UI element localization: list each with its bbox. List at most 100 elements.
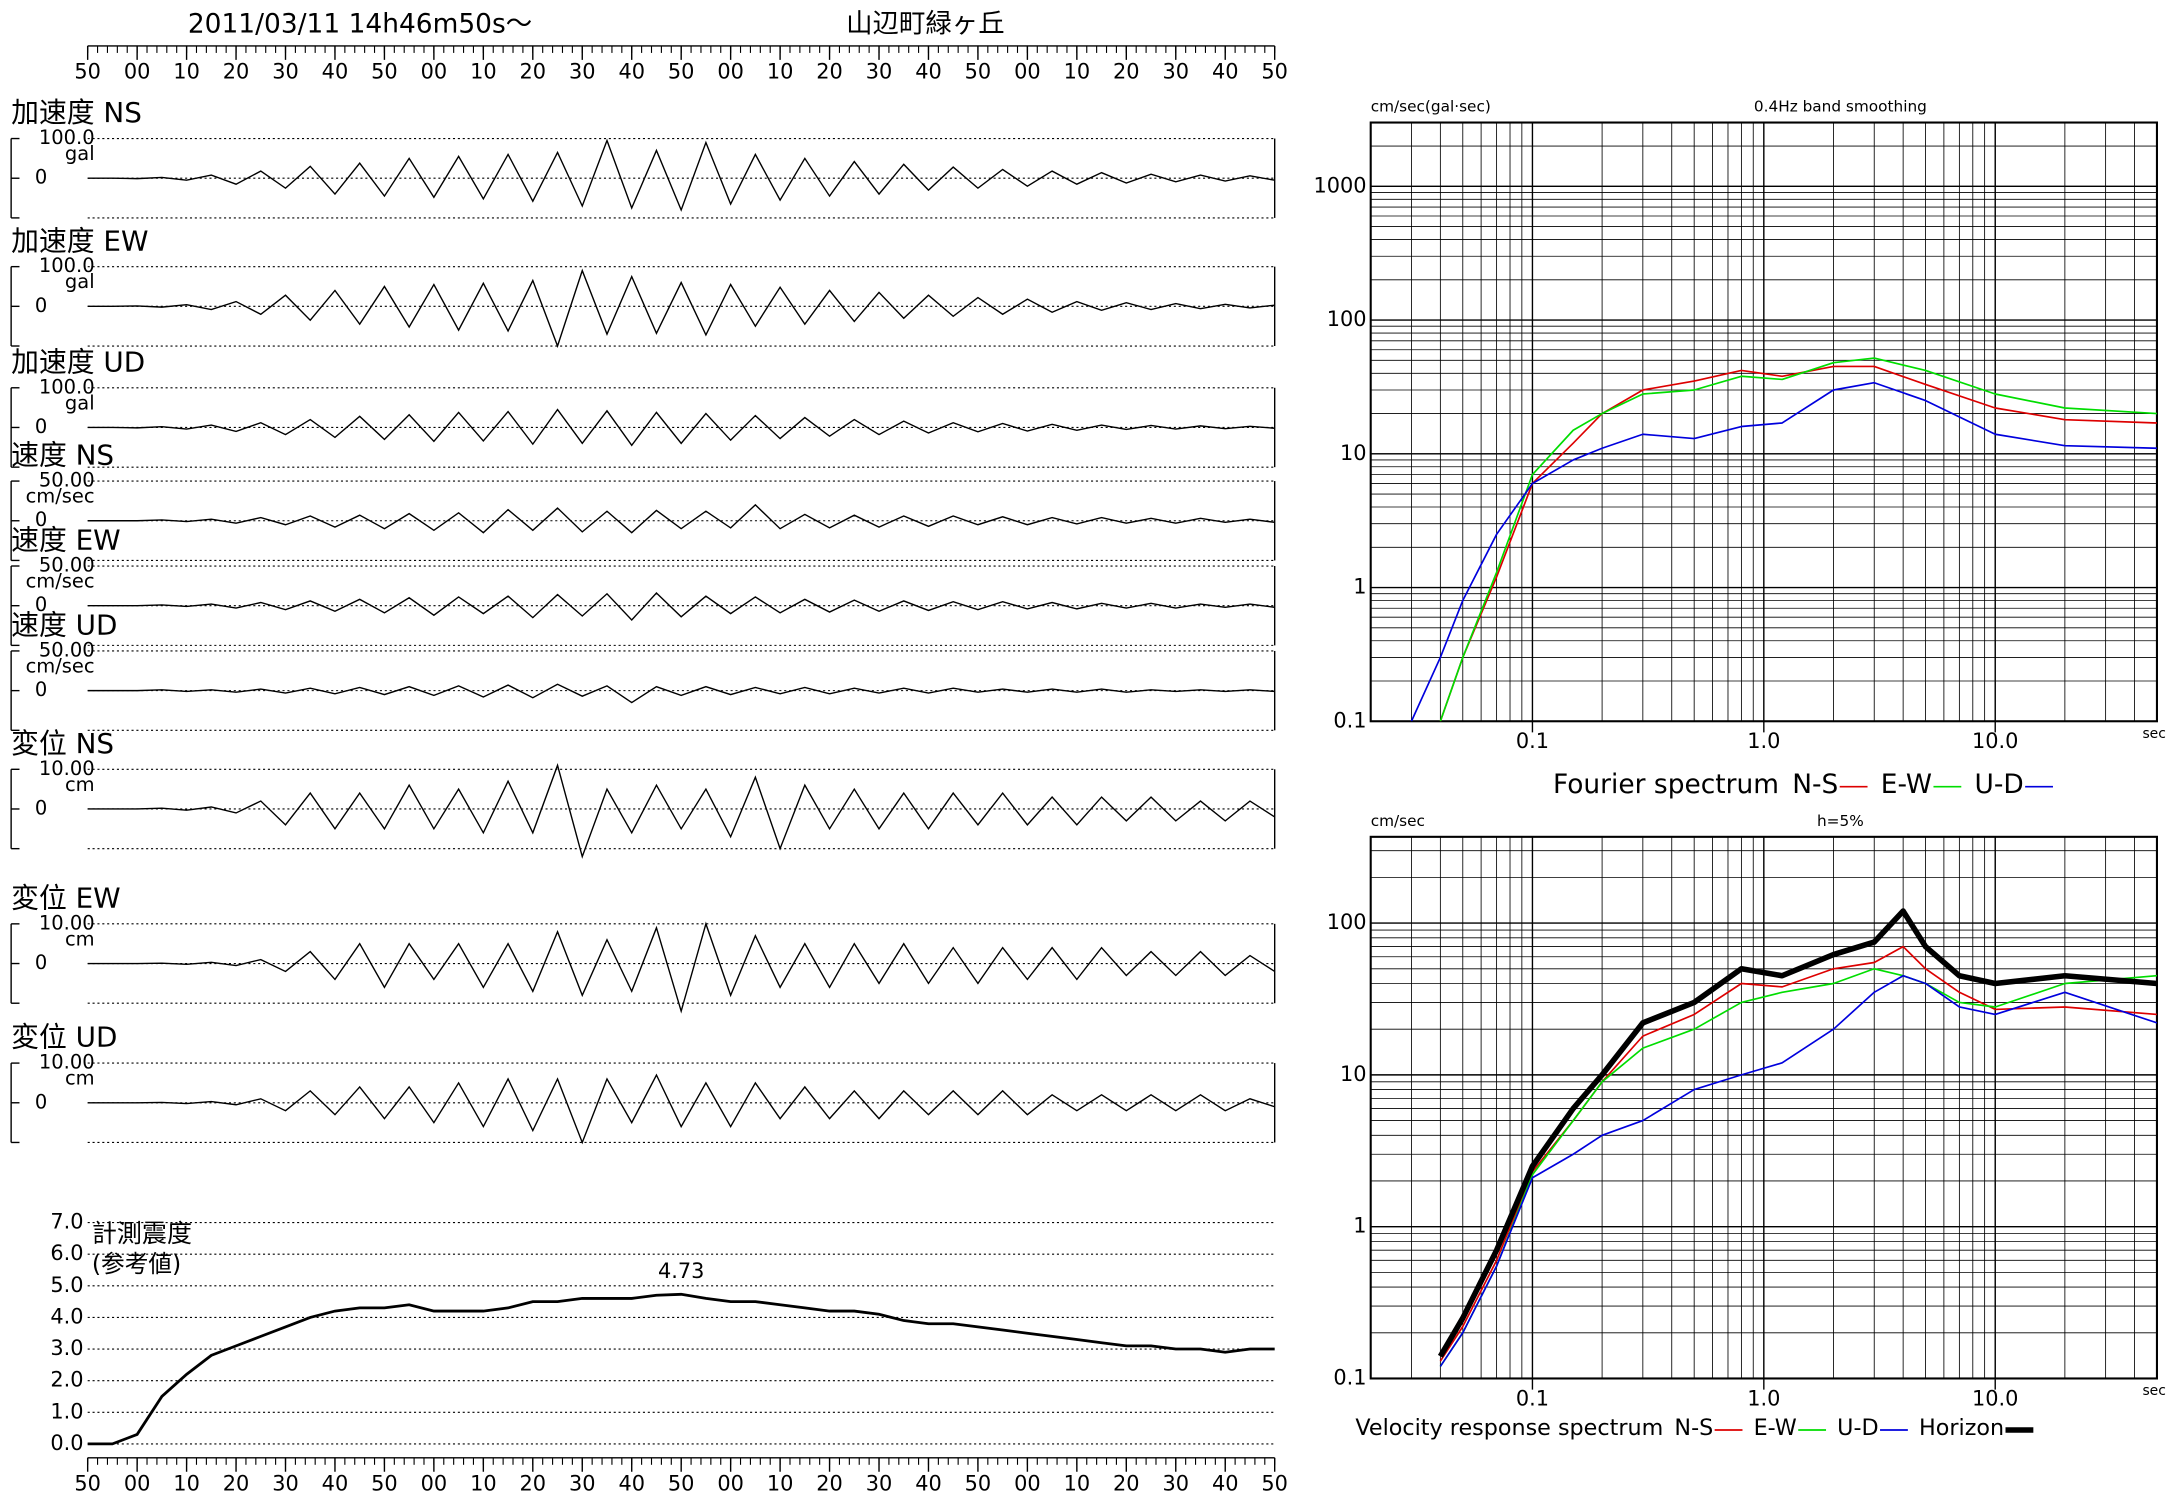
x-tick-label: 30 (1163, 59, 1190, 83)
y-tick-label: 5.0 (50, 1273, 83, 1297)
y-tick-label: 100.0 (39, 254, 95, 277)
x-tick-label: 50 (1261, 59, 1288, 83)
x-tick-label: 20 (223, 59, 250, 83)
y-tick-label: 0 (35, 796, 47, 819)
legend-label: U-D (1975, 769, 2024, 800)
unit-label: cm/sec (26, 654, 95, 677)
y-tick-label: 1.0 (50, 1399, 83, 1423)
intensity-line (87, 1292, 1275, 1446)
y-tick-label: 0 (35, 166, 47, 189)
trace-label: 速度 UD (11, 609, 117, 642)
y-tick-label: 0.1 (1333, 708, 1366, 732)
x-tick-label: 50 (1261, 1471, 1288, 1495)
x-tick-label: 00 (717, 59, 744, 83)
unit-label: cm/sec (26, 485, 95, 508)
y-tick-label: 2.0 (50, 1368, 83, 1392)
plot-frame (1369, 835, 2158, 1380)
spectrum-line (1439, 974, 2157, 1367)
trace-label: 加速度 EW (11, 224, 148, 257)
y-tick-label: 50.00 (39, 638, 95, 661)
x-tick-label: 00 (124, 59, 151, 83)
unit-label: gal (65, 142, 95, 165)
y-tick-label: 0 (35, 294, 47, 317)
x-tick-label: 20 (1113, 1471, 1140, 1495)
x-tick-label: 30 (866, 1471, 893, 1495)
y-tick-label: 10 (1340, 1062, 1367, 1086)
unit-label: gal (65, 270, 95, 293)
chart-title: 計測震度 (92, 1219, 192, 1248)
x-tick-label: 50 (371, 1471, 398, 1495)
x-tick-label: 00 (421, 1471, 448, 1495)
chart-title: 0.4Hz band smoothing (1754, 98, 1927, 116)
x-tick-label: 30 (272, 59, 299, 83)
y-tick-label: 0.0 (50, 1431, 83, 1455)
trace-label: 速度 NS (11, 439, 114, 472)
x-tick-label: 40 (322, 59, 349, 83)
y-tick-label: 0 (35, 508, 47, 531)
waveform (87, 683, 1275, 704)
waveform (87, 591, 1275, 621)
x-tick-label: 10.0 (1972, 729, 2018, 753)
trace-label: 変位 UD (11, 1021, 117, 1054)
y-tick-label: 100 (1327, 910, 1367, 934)
x-tick-label: 00 (124, 1471, 151, 1495)
y-tick-label: 10.00 (39, 911, 95, 934)
x-tick-label: 1.0 (1747, 729, 1780, 753)
y-tick-label: 1 (1353, 575, 1366, 599)
spectrum-line (1437, 908, 2157, 1358)
x-tick-label: 40 (915, 1471, 942, 1495)
y-tick-label: 10.00 (39, 1051, 95, 1074)
x-tick-label: 40 (1212, 59, 1239, 83)
spectrum-line (1439, 967, 2157, 1367)
x-tick-label: 00 (1014, 59, 1041, 83)
x-tick-label: 10 (470, 59, 497, 83)
x-tick-label: 10 (173, 1471, 200, 1495)
trace-label: 変位 EW (11, 881, 121, 914)
x-tick-label: 20 (816, 59, 843, 83)
x-tick-label: 20 (816, 1471, 843, 1495)
unit-label: cm/sec (26, 570, 95, 593)
spectrum-line (1439, 365, 2157, 722)
x-tick-label: 10 (173, 59, 200, 83)
x-tick-label: 10 (767, 59, 794, 83)
x-tick-label: 50 (74, 1471, 101, 1495)
station-name: 山辺町緑ヶ丘 (846, 9, 1005, 40)
waveform (87, 503, 1275, 534)
y-tick-label: 7.0 (50, 1210, 83, 1234)
y-tick-label: 0 (35, 593, 47, 616)
y-tick-label: 0 (35, 1090, 47, 1113)
legend-label: N-S (1674, 1415, 1713, 1441)
x-tick-label: 40 (1212, 1471, 1239, 1495)
waveform (87, 408, 1275, 447)
x-tick-label: 50 (74, 59, 101, 83)
x-tick-label: 50 (965, 1471, 992, 1495)
x-tick-label: 40 (915, 59, 942, 83)
x-tick-label: 0.1 (1516, 729, 1549, 753)
unit-label: cm (65, 773, 95, 796)
y-tick-label: 100.0 (39, 375, 95, 398)
y-tick-label: 10.00 (39, 757, 95, 780)
y-tick-label: 100.0 (39, 126, 95, 149)
x-unit: sec (2142, 726, 2165, 742)
y-tick-label: 4.0 (50, 1304, 83, 1328)
x-tick-label: 00 (717, 1471, 744, 1495)
legend-label: E-W (1754, 1415, 1797, 1441)
waveform (87, 138, 1275, 212)
x-tick-label: 10.0 (1972, 1386, 2018, 1410)
y-tick-label: 1 (1353, 1214, 1366, 1238)
y-unit: cm/sec(gal·sec) (1371, 98, 1491, 116)
peak-label: 4.73 (658, 1259, 704, 1283)
waveform (87, 763, 1276, 859)
y-tick-label: 0 (35, 951, 47, 974)
unit-label: cm (65, 1067, 95, 1090)
x-tick-label: 1.0 (1747, 1386, 1780, 1410)
legend-title: Fourier spectrum (1553, 769, 1779, 800)
y-tick-label: 50.00 (39, 554, 95, 577)
x-tick-label: 30 (272, 1471, 299, 1495)
legend-label: Horizon (1919, 1415, 2004, 1441)
legend-label: U-D (1837, 1415, 1878, 1441)
y-tick-label: 10 (1340, 441, 1367, 465)
y-tick-label: 50.00 (39, 469, 95, 492)
x-tick-label: 10 (470, 1471, 497, 1495)
